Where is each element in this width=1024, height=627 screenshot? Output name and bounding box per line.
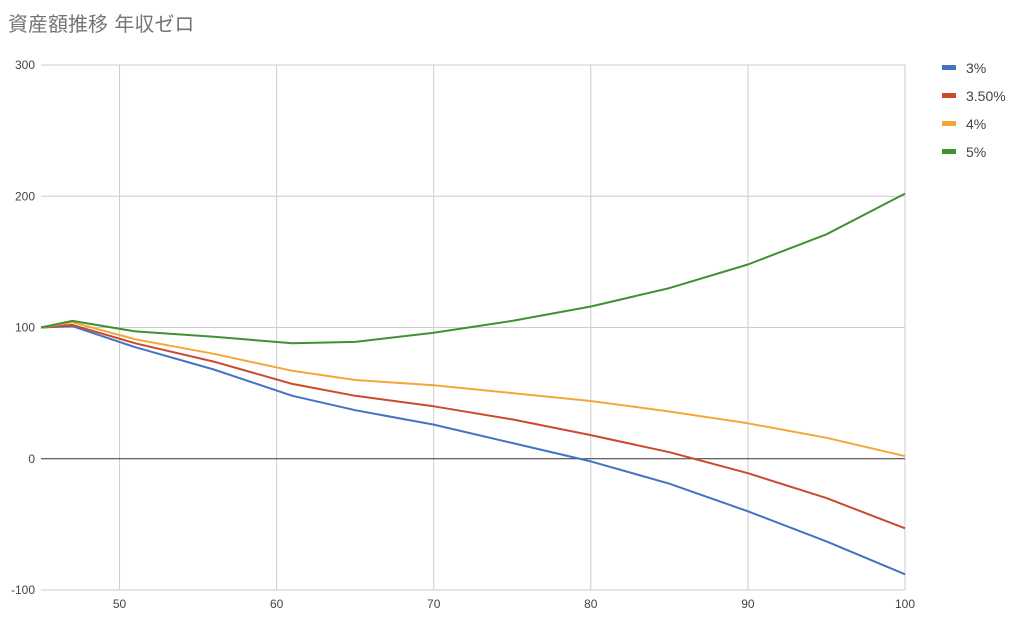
series-line-1	[40, 325, 906, 576]
legend-label-2: 3.50%	[966, 88, 1006, 104]
axis-layer: -100 0 100 200 300 50 60 70 80 90 100	[11, 58, 915, 611]
legend-label-1: 3%	[966, 60, 986, 76]
x-tick-label: 70	[427, 597, 441, 611]
y-tick-label: 100	[15, 321, 35, 335]
series-line-4	[40, 192, 906, 345]
legend-swatch-4	[942, 149, 956, 154]
series-line-3	[40, 321, 906, 458]
y-tick-label: 300	[15, 58, 35, 72]
x-tick-label: 50	[113, 597, 127, 611]
y-tick-label: 200	[15, 189, 35, 203]
legend-label-3: 4%	[966, 116, 986, 132]
x-tick-label: 100	[895, 597, 915, 611]
y-tick-label: 0	[28, 452, 35, 466]
legend-swatch-2	[942, 93, 956, 98]
chart-title: 資産額推移 年収ゼロ	[8, 12, 195, 36]
legend-label-4: 5%	[966, 144, 986, 160]
x-tick-label: 60	[270, 597, 284, 611]
x-tick-label: 90	[741, 597, 755, 611]
x-tick-label: 80	[584, 597, 598, 611]
legend-swatch-3	[942, 121, 956, 126]
y-tick-label: -100	[11, 583, 35, 597]
legend: 3% 3.50% 4% 5%	[942, 60, 1006, 160]
series-line-2	[40, 323, 906, 530]
series-layer	[40, 192, 906, 576]
legend-swatch-1	[942, 65, 956, 70]
